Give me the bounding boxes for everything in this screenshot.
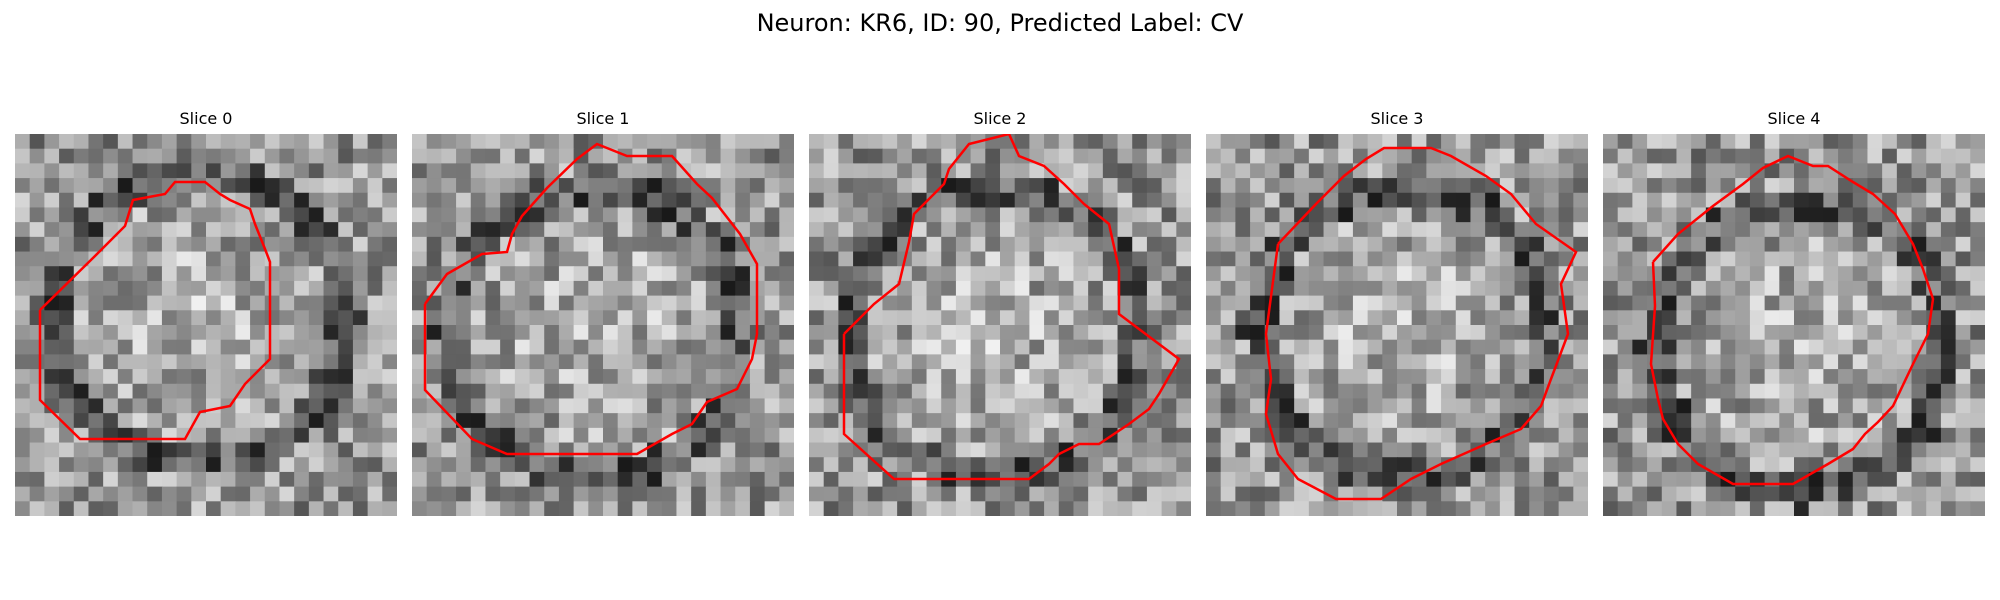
slice-title: Slice 3 (1370, 109, 1424, 128)
segmentation-contour (423, 142, 759, 456)
slice-panel-3: Slice 3 (1206, 108, 1588, 518)
slice-image (1206, 134, 1588, 516)
segmentation-contour (38, 180, 272, 441)
slice-title: Slice 1 (576, 109, 630, 128)
grayscale-texture (1603, 134, 1985, 516)
slice-image-svg (1603, 134, 1985, 516)
segmentation-contour (842, 134, 1181, 481)
grayscale-texture (1206, 134, 1588, 516)
grayscale-texture (412, 134, 794, 516)
slice-image (809, 134, 1191, 516)
slice-title: Slice 4 (1767, 109, 1821, 128)
grayscale-texture (809, 134, 1191, 516)
figure-title: Neuron: KR6, ID: 90, Predicted Label: CV (756, 9, 1244, 37)
slice-image-svg (809, 134, 1191, 516)
grayscale-texture (15, 134, 397, 516)
slice-image (412, 134, 794, 516)
slice-panel-4: Slice 4 (1603, 108, 1985, 518)
slice-image (1603, 134, 1985, 516)
segmentation-contour (1649, 154, 1935, 486)
slice-image-svg (412, 134, 794, 516)
slice-panel-1: Slice 1 (412, 108, 794, 518)
segmentation-contour (1264, 146, 1578, 501)
slice-image (15, 134, 397, 516)
slice-panel-0: Slice 0 (15, 108, 397, 518)
slice-panel-2: Slice 2 (809, 108, 1191, 518)
slice-title: Slice 2 (973, 109, 1027, 128)
slice-image-svg (15, 134, 397, 516)
slice-image-svg (1206, 134, 1588, 516)
slice-title: Slice 0 (179, 109, 233, 128)
